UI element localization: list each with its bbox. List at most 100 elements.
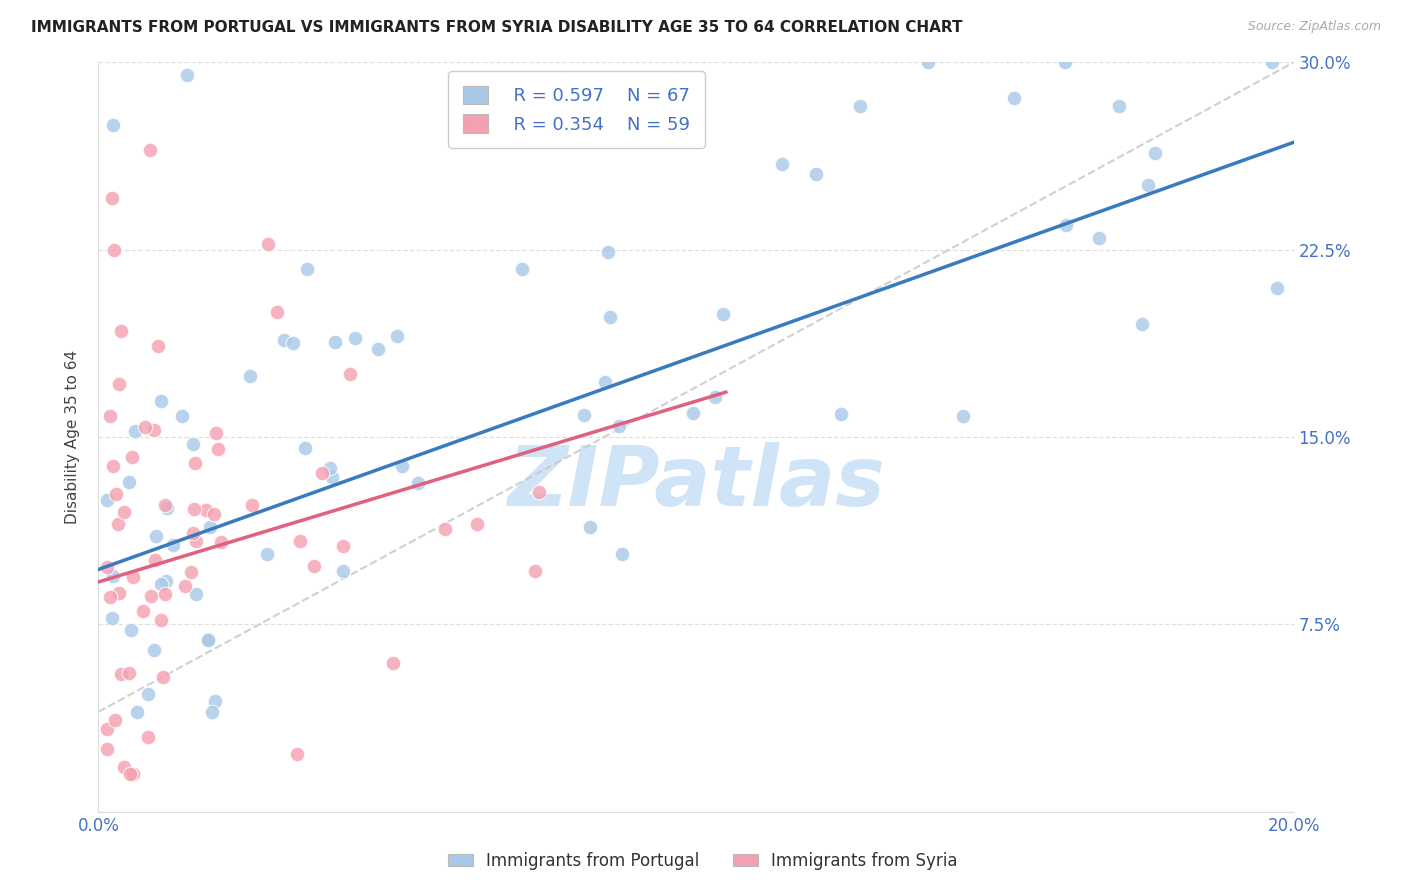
Point — [1002, 91, 1025, 105]
Point — [204, 694, 226, 708]
Point — [96, 722, 118, 736]
Point — [134, 420, 156, 434]
Point — [101, 118, 124, 132]
Point — [304, 559, 326, 574]
Point — [143, 553, 166, 567]
Point — [124, 424, 146, 438]
Point — [952, 409, 974, 423]
Point — [104, 713, 127, 727]
Text: ZIPatlas: ZIPatlas — [508, 442, 884, 523]
Point — [256, 237, 278, 252]
Point — [209, 535, 232, 549]
Point — [181, 437, 204, 451]
Point — [1087, 231, 1109, 245]
Point — [281, 336, 304, 351]
Point — [1130, 317, 1153, 331]
Point — [136, 730, 159, 744]
Point — [682, 406, 704, 420]
Point — [139, 589, 162, 603]
Legend: Immigrants from Portugal, Immigrants from Syria: Immigrants from Portugal, Immigrants fro… — [441, 846, 965, 877]
Point — [339, 368, 361, 382]
Point — [195, 503, 218, 517]
Point — [1054, 218, 1077, 232]
Point — [176, 68, 198, 82]
Point — [120, 624, 142, 638]
Point — [1265, 281, 1288, 295]
Point — [524, 564, 547, 578]
Point — [96, 559, 118, 574]
Point — [103, 459, 125, 474]
Point — [174, 579, 197, 593]
Point — [101, 611, 124, 625]
Point — [149, 614, 172, 628]
Point — [599, 310, 621, 324]
Point — [527, 485, 550, 500]
Point — [110, 324, 132, 338]
Point — [180, 565, 202, 579]
Point — [104, 487, 127, 501]
Point — [117, 475, 139, 489]
Point — [332, 564, 354, 578]
Point — [155, 498, 177, 512]
Point — [204, 426, 226, 441]
Point — [311, 466, 333, 480]
Point — [343, 331, 366, 345]
Point — [162, 538, 184, 552]
Point — [593, 375, 616, 389]
Point — [107, 517, 129, 532]
Point — [830, 408, 852, 422]
Point — [139, 143, 162, 157]
Point — [770, 157, 793, 171]
Point — [1261, 55, 1284, 70]
Point — [101, 568, 124, 582]
Point — [1137, 178, 1160, 192]
Point — [1143, 145, 1166, 160]
Point — [207, 442, 229, 456]
Point — [118, 767, 141, 781]
Point — [1108, 99, 1130, 113]
Legend:   R = 0.597    N = 67,   R = 0.354    N = 59: R = 0.597 N = 67, R = 0.354 N = 59 — [449, 71, 704, 148]
Point — [382, 656, 405, 670]
Point — [132, 604, 155, 618]
Point — [804, 167, 827, 181]
Point — [572, 408, 595, 422]
Point — [294, 442, 316, 456]
Point — [201, 705, 224, 719]
Point — [98, 590, 121, 604]
Point — [101, 191, 124, 205]
Point — [197, 633, 219, 648]
Point — [145, 528, 167, 542]
Point — [406, 476, 429, 491]
Point — [598, 245, 620, 260]
Point — [332, 539, 354, 553]
Point — [465, 516, 488, 531]
Point — [107, 585, 129, 599]
Point — [150, 394, 173, 409]
Point — [155, 574, 177, 588]
Point — [100, 409, 122, 423]
Point — [197, 632, 219, 646]
Point — [150, 577, 173, 591]
Point — [118, 665, 141, 680]
Point — [242, 498, 264, 512]
Point — [917, 55, 939, 70]
Point — [121, 450, 143, 465]
Text: Source: ZipAtlas.com: Source: ZipAtlas.com — [1247, 20, 1381, 33]
Point — [256, 547, 278, 561]
Point — [711, 307, 734, 321]
Point — [610, 547, 633, 561]
Point — [142, 423, 165, 437]
Point — [122, 570, 145, 584]
Point — [183, 457, 205, 471]
Point — [96, 742, 118, 756]
Point — [319, 461, 342, 475]
Point — [703, 390, 725, 404]
Point — [143, 643, 166, 657]
Point — [391, 458, 413, 473]
Point — [273, 333, 295, 347]
Point — [184, 534, 207, 549]
Point — [122, 767, 145, 781]
Point — [1054, 55, 1077, 70]
Point — [110, 667, 132, 681]
Point — [607, 419, 630, 434]
